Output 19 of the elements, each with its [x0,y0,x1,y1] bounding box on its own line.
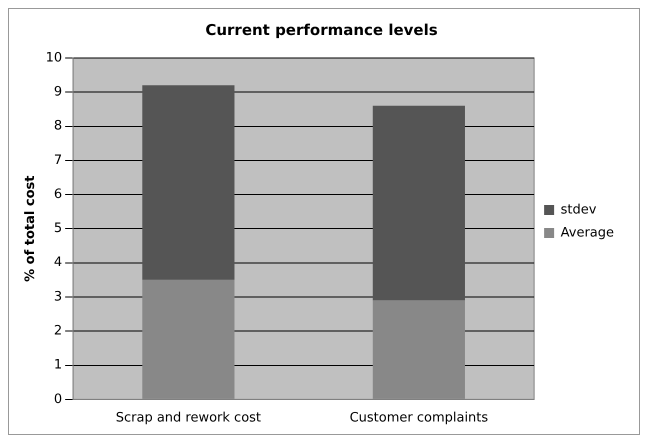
bar [142,85,234,280]
y-tick-label: 0 [54,392,62,407]
x-tick-label: Customer complaints [350,410,488,426]
y-axis-title: % of total cost [23,176,38,282]
y-tick-label: 8 [54,118,62,134]
y-tick-label: 9 [54,84,62,100]
legend-label: stdev [560,202,597,218]
y-tick-label: 10 [46,50,62,66]
y-tick-label: 5 [54,221,62,236]
x-tick-label: Scrap and rework cost [116,410,262,426]
y-tick-label: 7 [54,152,62,168]
chart-title: Current performance levels [205,20,438,39]
legend-label: Average [560,225,614,240]
y-tick-label: 6 [54,186,62,202]
bar [372,106,465,300]
y-tick-label: 4 [54,255,62,270]
y-tick-label: 2 [54,323,62,338]
y-tick-label: 1 [54,358,62,373]
y-tick-label: 3 [54,289,62,304]
